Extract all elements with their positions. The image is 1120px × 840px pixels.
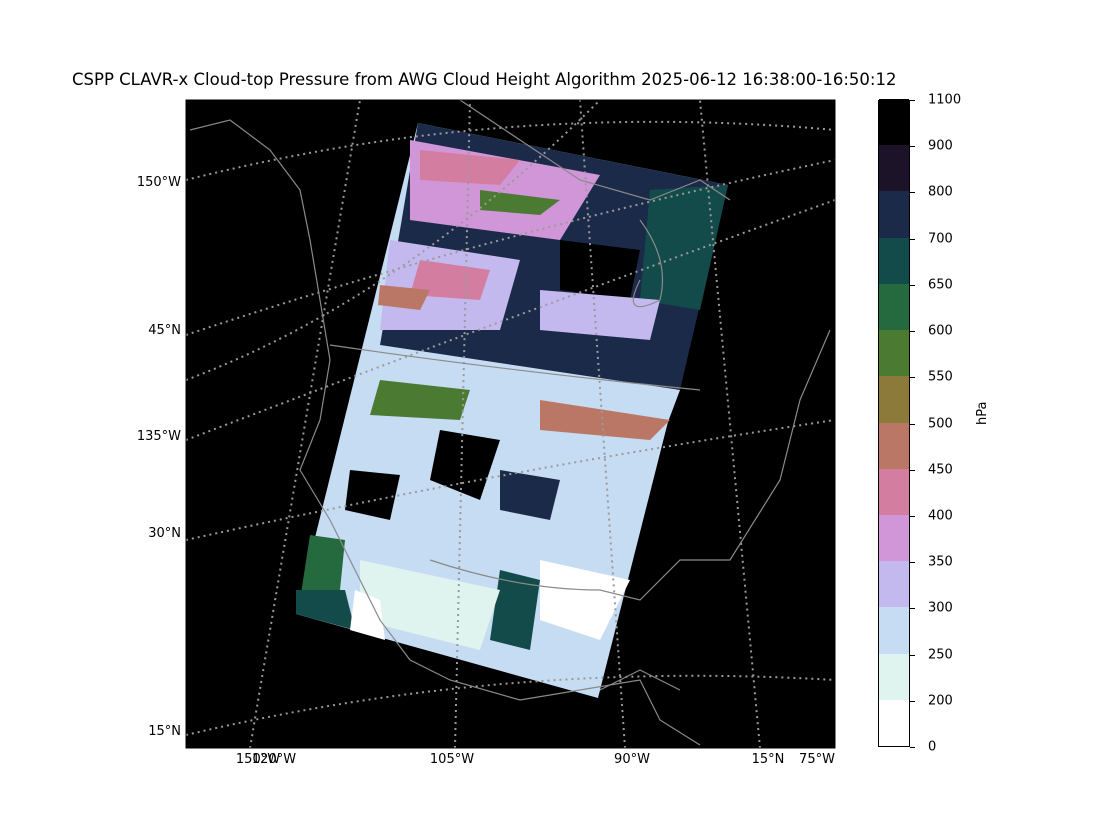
colorbar-segment [879, 191, 909, 238]
clear-region-south [350, 590, 385, 640]
colorbar-segment [879, 99, 909, 146]
colorbar-tick [910, 192, 915, 194]
clear-region-central2 [345, 470, 400, 520]
colorbar-tick-label: 600 [928, 323, 953, 339]
cloud-region-teal2 [296, 590, 355, 630]
colorbar-segment [879, 283, 909, 331]
map-frame [185, 99, 836, 749]
colorbar-tick-label: 250 [928, 647, 953, 663]
colorbar-tick [910, 608, 915, 610]
lon-label-105w: 105°W [429, 752, 475, 767]
colorbar-tick-label: 200 [928, 693, 953, 709]
map-title: CSPP CLAVR-x Cloud-top Pressure from AWG… [72, 70, 897, 89]
colorbar-segment [879, 376, 909, 423]
cloud-region-green3 [300, 535, 345, 600]
clear-region-central [430, 430, 500, 500]
colorbar-segment [879, 330, 909, 377]
cloud-region-brown [378, 285, 430, 310]
colorbar-tick [910, 377, 915, 379]
colorbar-tick [910, 515, 915, 517]
colorbar-tick [910, 100, 915, 101]
lon-label-15n: 15°N [751, 752, 785, 767]
colorbar-tick [910, 562, 915, 564]
colorbar-segment [879, 699, 909, 746]
colorbar-tick [910, 423, 915, 425]
colorbar-tick-label: 800 [928, 184, 953, 200]
coastlines [189, 100, 831, 746]
colorbar-segment [879, 145, 909, 192]
cloud-region-white [540, 560, 630, 640]
cloud-region-green [480, 190, 560, 215]
clear-region-north [560, 240, 640, 300]
colorbar-tick [910, 331, 915, 333]
colorbar-tick-label: 300 [928, 600, 953, 616]
colorbar-tick-label: 700 [928, 231, 953, 247]
lon-label-120w: 120°W [251, 752, 297, 767]
cloud-region-green2 [370, 380, 470, 420]
colorbar-tick [910, 238, 915, 240]
colorbar-tick [910, 146, 915, 148]
colorbar-tick-label: 500 [928, 416, 953, 431]
colorbar-segment [879, 607, 909, 654]
lat-label-150w: 150°W [136, 175, 181, 190]
lat-label-45n: 45°N [148, 323, 181, 338]
colorbar-tick-label: 550 [928, 369, 953, 385]
colorbar-tick-label: 0 [928, 739, 937, 755]
colorbar-tick [910, 469, 915, 471]
cloud-region-mint [360, 560, 500, 650]
colorbar-unit-label: hPa [975, 401, 990, 425]
colorbar-tick-label: 350 [928, 554, 953, 570]
cloud-region-lav2 [540, 290, 660, 340]
colorbar-tick-label: 400 [928, 508, 953, 524]
lat-label-135w: 135°W [136, 429, 181, 444]
cloud-region-dark [500, 470, 560, 520]
colorbar-tick [910, 654, 915, 656]
colorbar-tick-label: 650 [928, 277, 953, 293]
lon-label-90w: 90°W [614, 752, 650, 767]
lon-label-75w: 75°W [799, 752, 835, 767]
colorbar-segment [879, 468, 909, 515]
colorbar-segment [879, 514, 909, 562]
colorbar-segment [879, 561, 909, 608]
lon-label-150w: 150°W [235, 752, 281, 767]
colorbar-tick [910, 747, 915, 748]
graticule [186, 100, 835, 748]
colorbar-tick-label: 1100 [928, 92, 962, 108]
lat-label-15n: 15°N [148, 724, 181, 739]
colorbar-segment [879, 422, 909, 469]
colorbar [878, 99, 910, 747]
colorbar-tick [910, 700, 915, 702]
colorbar-segment [879, 653, 909, 700]
colorbar-tick-label: 450 [928, 462, 953, 478]
cloud-region-rose3 [540, 400, 670, 440]
cloud-region-dark2 [490, 570, 540, 650]
lat-label-30n: 30°N [148, 526, 181, 541]
colorbar-tick-label: 900 [928, 138, 953, 154]
colorbar-tick [910, 284, 915, 286]
colorbar-segment [879, 237, 909, 284]
cloud-region-rose [420, 150, 520, 185]
